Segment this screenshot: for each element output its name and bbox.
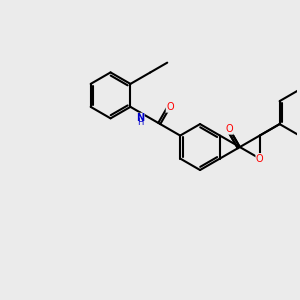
Text: H: H [137,118,144,127]
Text: O: O [256,154,263,164]
Text: O: O [226,124,233,134]
Text: O: O [166,102,174,112]
Text: N: N [136,113,144,123]
